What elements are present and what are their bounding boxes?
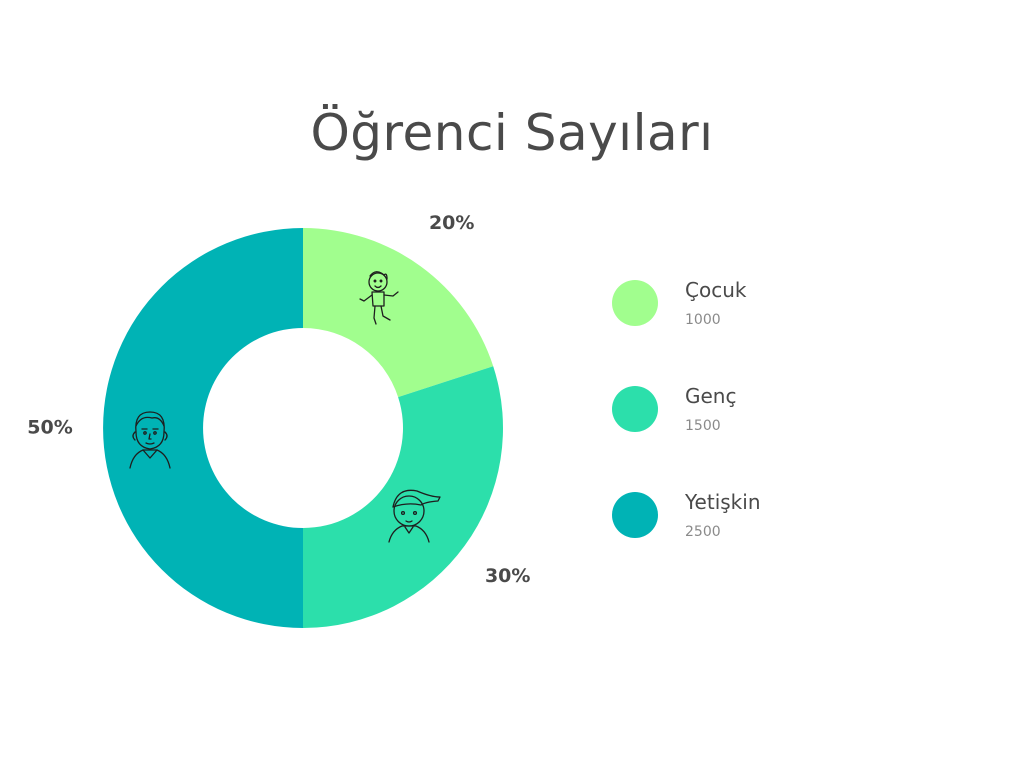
teen-cap-icon (388, 489, 441, 543)
legend-swatch (612, 492, 658, 538)
slice-percent-label-1: 30% (485, 565, 530, 587)
chart-title: Öğrenci Sayıları (310, 104, 714, 162)
legend-value: 1500 (685, 418, 721, 434)
pie-slice-0 (303, 228, 494, 398)
legend-swatch (612, 280, 658, 326)
slice-percent-label-0: 20% (429, 212, 474, 234)
legend-swatch (612, 386, 658, 432)
legend-value: 1000 (685, 312, 721, 328)
legend-label: Genç (685, 384, 737, 408)
legend-value: 2500 (685, 524, 721, 540)
adult-man-icon (129, 411, 171, 469)
slice-percent-label-2: 50% (27, 417, 72, 439)
legend-label: Yetişkin (685, 490, 761, 514)
legend-label: Çocuk (685, 278, 747, 302)
pie-slice-2 (103, 228, 303, 628)
child-figure-icon (359, 271, 399, 325)
